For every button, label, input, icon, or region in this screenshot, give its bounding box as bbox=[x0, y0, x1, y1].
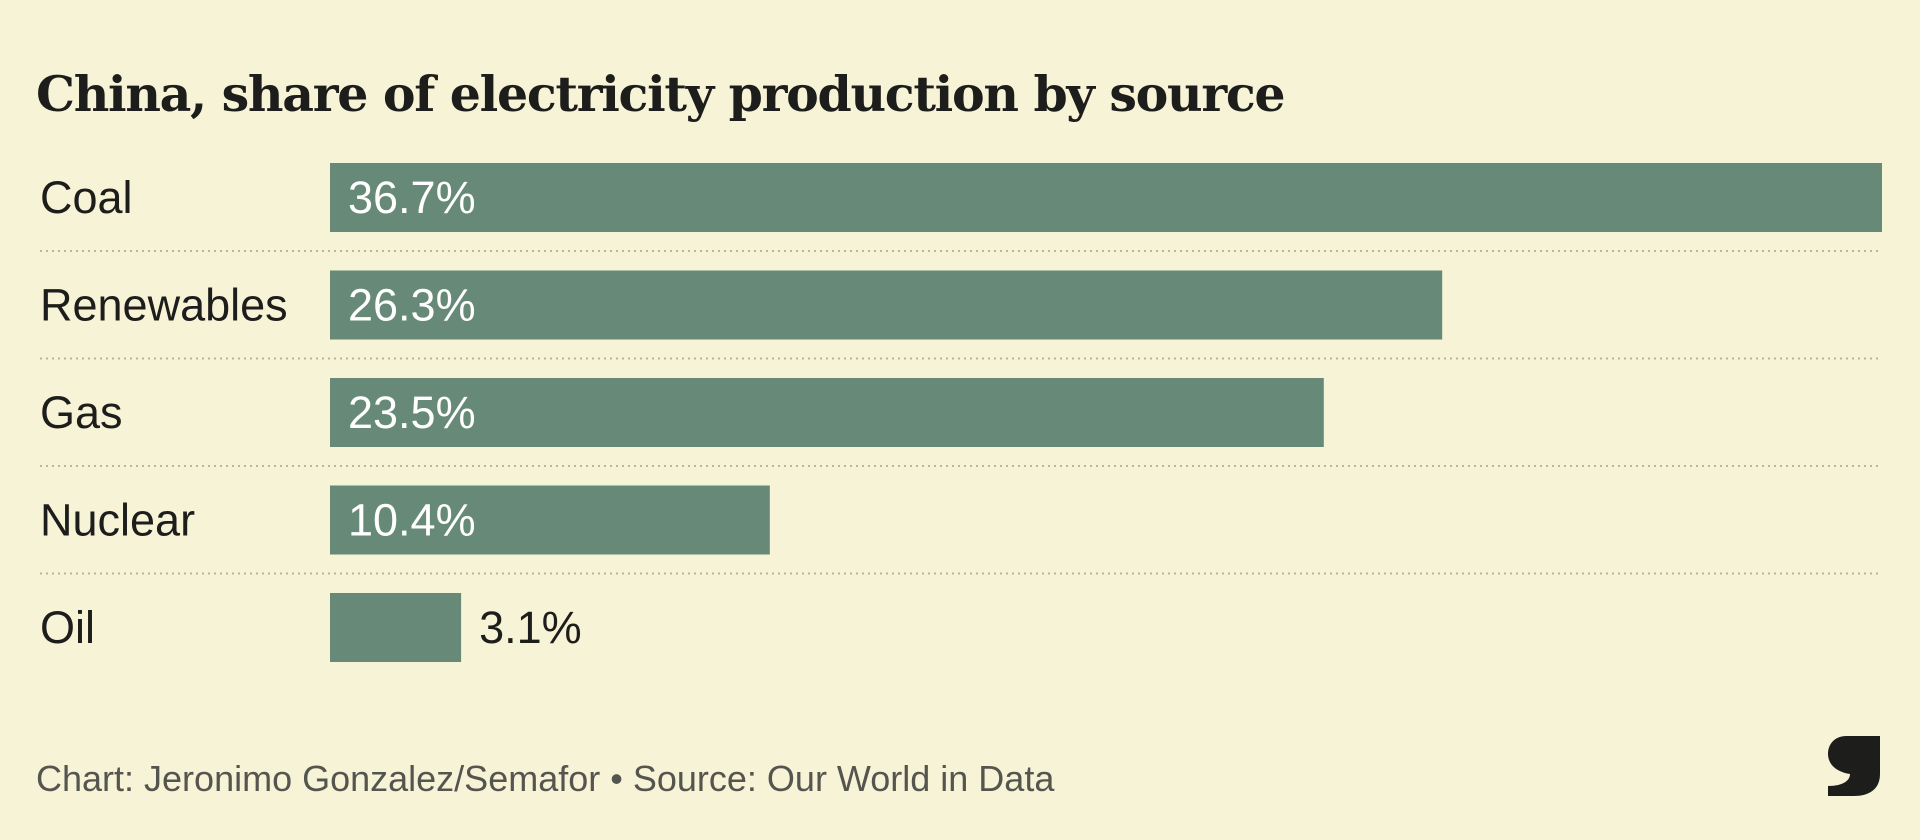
bar-chart: Coal 36.7% Renewables 26.3% Gas 23.5% Nuclear 1… bbox=[0, 0, 1920, 720]
bar bbox=[330, 271, 1442, 340]
bar-row: Coal 36.7% bbox=[40, 163, 1882, 251]
category-label: Renewables bbox=[40, 280, 288, 331]
value-label: 26.3% bbox=[348, 280, 476, 331]
bar-row: Gas 23.5% bbox=[40, 378, 1882, 466]
category-label: Gas bbox=[40, 387, 123, 438]
category-label: Nuclear bbox=[40, 495, 195, 546]
value-label: 36.7% bbox=[348, 172, 476, 223]
bar bbox=[330, 593, 461, 662]
bar-row: Oil 3.1% bbox=[40, 593, 582, 662]
bar-row: Nuclear 10.4% bbox=[40, 486, 1882, 574]
value-label: 3.1% bbox=[479, 602, 582, 653]
category-label: Coal bbox=[40, 172, 133, 223]
bar bbox=[330, 163, 1882, 232]
chart-credit: Chart: Jeronimo Gonzalez/Semafor • Sourc… bbox=[36, 754, 1054, 804]
category-label: Oil bbox=[40, 602, 95, 653]
semafor-logo-shape bbox=[1828, 736, 1880, 796]
semafor-logo-icon bbox=[1822, 734, 1886, 798]
bar bbox=[330, 378, 1324, 447]
bar-row: Renewables 26.3% bbox=[40, 271, 1882, 359]
value-label: 23.5% bbox=[348, 387, 476, 438]
chart-page: China, share of electricity production b… bbox=[0, 0, 1920, 840]
value-label: 10.4% bbox=[348, 495, 476, 546]
